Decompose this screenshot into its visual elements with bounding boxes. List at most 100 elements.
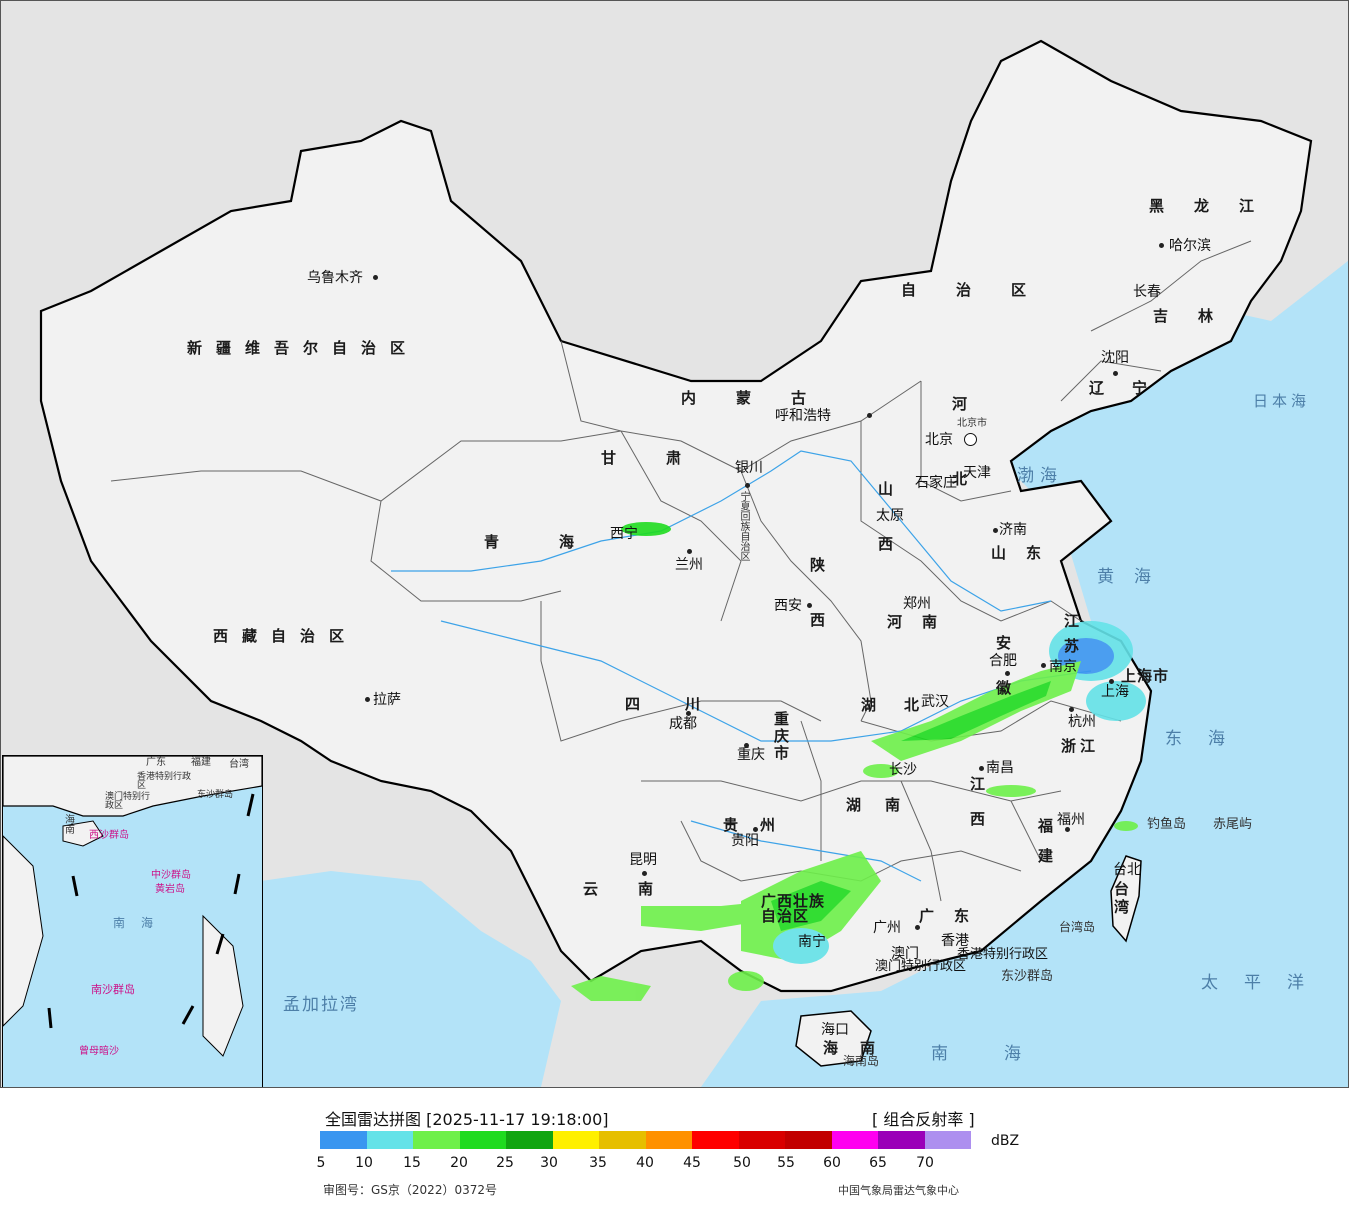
legend-swatch	[831, 1131, 878, 1149]
inset-zhongsha: 中沙群岛	[151, 870, 191, 881]
province-borders	[110, 240, 1252, 902]
label-neimenggu: 内蒙古	[681, 389, 847, 407]
city-beijing-shi: 北京市	[957, 418, 987, 429]
city-marker	[979, 766, 984, 771]
city-lhasa: 拉萨	[373, 692, 401, 708]
legend-product: [ 组合反射率 ]	[872, 1110, 975, 1129]
label-guizhou: 贵州	[723, 816, 798, 834]
city-guangzhou: 广州	[873, 920, 901, 936]
dash-line	[47, 793, 255, 1029]
label-yunnan: 云南	[583, 880, 694, 898]
legend-tick-label: 35	[589, 1155, 607, 1171]
city-nanjing: 南京	[1049, 659, 1077, 675]
city-zhengzhou: 郑州	[903, 596, 931, 612]
sea-huanghai: 黄海	[1097, 567, 1171, 587]
legend-color-bar	[320, 1131, 971, 1149]
city-kunming: 昆明	[629, 852, 657, 868]
label-guangxi: 广西壮族自治区	[761, 892, 826, 925]
city-harbin: 哈尔滨	[1169, 238, 1211, 254]
sea-donghai: 东海	[1165, 729, 1251, 749]
sea-nanhai: 南海	[931, 1044, 1077, 1064]
city-hohhot: 呼和浩特	[775, 408, 831, 424]
city-marker	[686, 711, 691, 716]
inset-xisha: 西沙群岛	[89, 830, 129, 841]
city-marker	[1005, 671, 1010, 676]
east-sea-area	[701, 231, 1348, 1087]
city-marker	[1113, 371, 1118, 376]
city-yinchuan: 银川	[735, 460, 763, 476]
city-guiyang: 贵阳	[731, 833, 759, 849]
label-hainan: 海南	[823, 1039, 898, 1057]
legend-tick-label: 15	[403, 1155, 421, 1171]
label-anhui: 安徽	[994, 635, 1012, 725]
label-xinjiang: 新疆维吾尔自治区	[187, 339, 420, 357]
legend-tick-label: 60	[823, 1155, 841, 1171]
island-chiwei: 赤尾屿	[1213, 817, 1253, 832]
city-hefei: 合肥	[989, 653, 1017, 669]
city-xining: 西宁	[610, 526, 638, 542]
taiwan-island	[1110, 855, 1142, 943]
city-changsha: 长沙	[889, 762, 917, 778]
city-shenyang: 沈阳	[1101, 350, 1129, 366]
legend-tick-label: 5	[316, 1155, 326, 1171]
hainan-island	[795, 1010, 872, 1067]
city-marker	[744, 743, 749, 748]
label-gansu: 甘肃	[601, 449, 732, 467]
city-marker	[687, 549, 692, 554]
sar-hongkong: 香港特别行政区	[957, 947, 1049, 962]
city-tianjin: 天津	[963, 465, 991, 481]
sar-macao: 澳门特别行政区	[875, 959, 967, 974]
map-canvas	[39, 39, 1348, 1087]
inset-canvas	[3, 756, 262, 1057]
city-shanghai: 上海	[1101, 684, 1129, 700]
label-fujian: 福建	[1036, 818, 1054, 878]
island-diaoyu: 钓鱼岛	[1147, 817, 1187, 832]
china-mainland	[39, 39, 1313, 993]
city-fuzhou: 福州	[1057, 812, 1085, 828]
city-lanzhou: 兰州	[675, 557, 703, 573]
inset-nansha: 南沙群岛	[91, 983, 135, 996]
city-urumqi: 乌鲁木齐	[307, 270, 363, 286]
legend-swatch	[413, 1131, 460, 1149]
city-shijiazhuang: 石家庄	[915, 475, 957, 491]
legend-swatch	[320, 1131, 367, 1149]
legend-swatch	[924, 1131, 971, 1149]
city-nanning: 南宁	[798, 934, 826, 950]
island-hainan: 海南岛	[843, 1054, 880, 1068]
legend-swatch	[599, 1131, 646, 1149]
city-marker	[993, 528, 998, 533]
label-jiangxi: 江西	[968, 776, 986, 846]
legend-tick-label: 10	[355, 1155, 373, 1171]
city-marker	[807, 603, 812, 608]
label-ningxia: 宁夏回族自治区	[738, 491, 749, 561]
city-hangzhou: 杭州	[1068, 714, 1096, 730]
inset-hainan: 海南	[65, 815, 75, 836]
legend-swatch	[738, 1131, 785, 1149]
label-sichuan: 四川	[625, 695, 746, 713]
legend-swatch	[459, 1131, 506, 1149]
legend-swatch	[506, 1131, 553, 1149]
city-wuhan: 武汉	[921, 694, 949, 710]
city-marker	[915, 925, 920, 930]
legend-swatch	[552, 1131, 599, 1149]
label-liaoning: 辽宁	[1089, 379, 1176, 397]
legend-swatch	[878, 1131, 925, 1149]
city-marker	[1109, 679, 1114, 684]
legend-title: 全国雷达拼图 [2025-11-17 19:18:00]	[325, 1110, 609, 1129]
label-jiangsu: 江苏	[1062, 613, 1080, 663]
legend-tick-label: 70	[916, 1155, 934, 1171]
label-zhejiang: 浙江	[1061, 737, 1100, 755]
city-changchun: 长春	[1133, 284, 1161, 300]
inset-zengmu: 曾母暗沙	[79, 1046, 119, 1057]
label-xizang: 西藏自治区	[213, 627, 359, 645]
city-macao: 澳门	[891, 946, 919, 962]
city-marker	[867, 413, 872, 418]
label-henan: 河南	[887, 613, 958, 631]
legend-tick-label: 50	[733, 1155, 751, 1171]
island-taiwan: 台湾岛	[1059, 920, 1096, 934]
label-shanxi: 山西	[876, 481, 894, 591]
legend-unit: dBZ	[991, 1133, 1020, 1149]
inset-fujian: 福建	[191, 757, 211, 768]
city-marker	[365, 697, 370, 702]
city-chongqing: 重庆	[737, 747, 765, 763]
